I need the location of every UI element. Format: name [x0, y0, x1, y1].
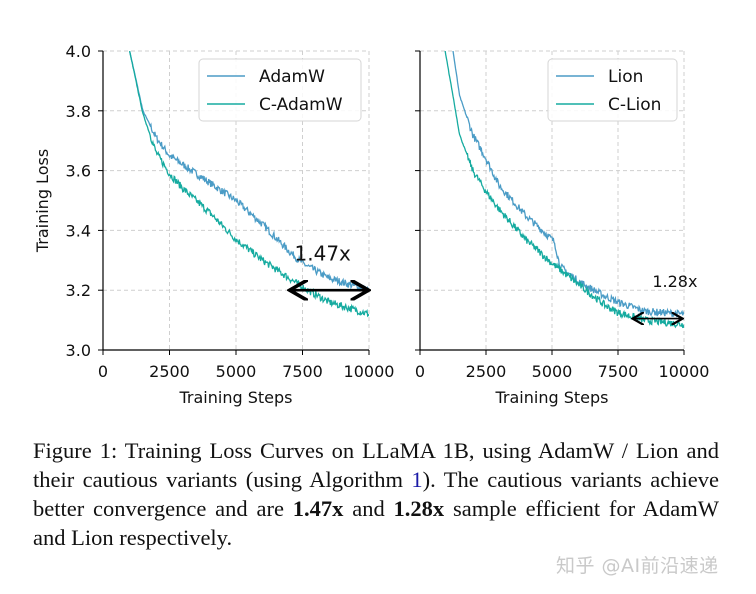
- y-tick-label: 3.6: [66, 162, 91, 181]
- legend-label: Lion: [608, 67, 643, 87]
- watermark: 知乎 @AI前沿速递: [556, 555, 719, 577]
- x-tick-label: 0: [98, 362, 108, 381]
- legend-box: [198, 58, 362, 122]
- legend-label: C-Lion: [608, 95, 661, 115]
- y-tick-label: 4.0: [66, 42, 91, 61]
- x-tick-label: 0: [415, 362, 425, 381]
- series-line-c-adamw: [129, 51, 369, 318]
- caption-text: sample efficient for AdamW and Lion resp…: [33, 496, 719, 550]
- x-tick-label: 5000: [532, 362, 573, 381]
- legend-label: C-AdamW: [259, 95, 343, 115]
- algorithm-reference-link[interactable]: 1: [411, 467, 423, 492]
- x-tick-label: 7500: [282, 362, 323, 381]
- speedup-label: 1.47x: [295, 241, 352, 265]
- y-tick-label: 3.2: [66, 281, 91, 300]
- caption-text: and: [343, 496, 394, 521]
- series-line-lion: [452, 51, 684, 318]
- speedup-label: 1.28x: [652, 272, 697, 291]
- legend: Lion C-Lion: [547, 58, 678, 122]
- x-tick-label: 10000: [659, 362, 710, 381]
- x-tick-label: 5000: [216, 362, 257, 381]
- x-tick-label: 7500: [598, 362, 639, 381]
- caption-bold-lion: 1.28x: [393, 496, 445, 521]
- legend: AdamW C-AdamW: [198, 58, 362, 122]
- legend-box: [547, 58, 678, 122]
- caption-bold-adamw: 1.47x: [292, 496, 344, 521]
- x-tick-label: 10000: [344, 362, 395, 381]
- figure-caption: Figure 1: Training Loss Curves on LLaMA …: [33, 436, 719, 552]
- y-axis-label: Training Loss: [33, 149, 52, 253]
- chart-2: 0 2500 5000 7500 10000 Training Steps Lion C-Li…: [415, 50, 710, 407]
- x-tick-label: 2500: [466, 362, 507, 381]
- legend-label: AdamW: [259, 67, 325, 87]
- y-tick-label: 3.0: [66, 341, 91, 360]
- caption-text: ). The cautious variants achieve better …: [33, 467, 719, 521]
- x-axis-label: Training Steps: [179, 388, 293, 407]
- x-tick-label: 2500: [149, 362, 190, 381]
- x-axis-label: Training Steps: [495, 388, 609, 407]
- y-tick-label: 3.8: [66, 102, 91, 121]
- chart-1: 0 2500 5000 7500 10000 3.0 3.2 3.4 3.6 3.8 4.0 Trai…: [33, 42, 394, 407]
- series-line-adamw: [128, 51, 369, 293]
- figure: 0 2500 5000 7500 10000 3.0 3.2 3.4 3.6 3.8 4.0 Trai…: [33, 42, 710, 407]
- y-tick-label: 3.4: [66, 221, 91, 240]
- caption-text: Figure 1: Training Loss Curves on LLaMA …: [33, 438, 719, 492]
